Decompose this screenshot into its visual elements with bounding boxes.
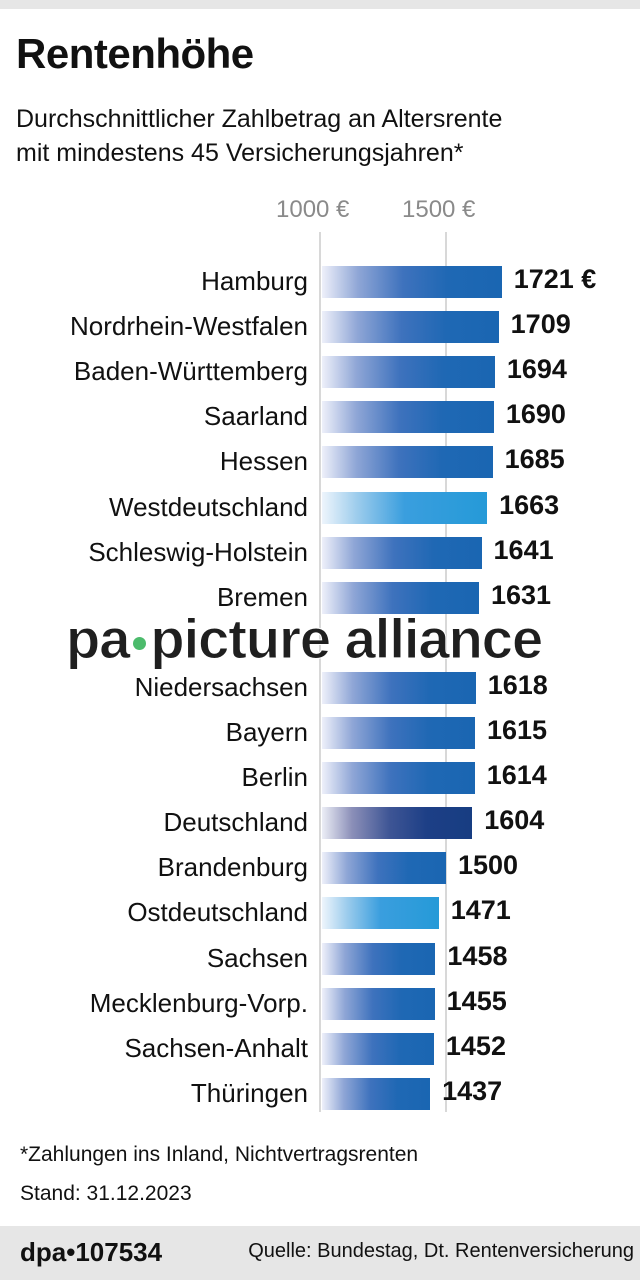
- row-label: Nordrhein-Westfalen: [70, 311, 308, 342]
- bar: [322, 356, 495, 389]
- table-row: Nordrhein-Westfalen 1709: [0, 309, 640, 349]
- row-label: Westdeutschland: [109, 491, 308, 522]
- bar: [322, 536, 482, 569]
- data-date: Stand: 31.12.2023: [20, 1182, 192, 1205]
- axis-tick-1500: 1500 €: [402, 196, 476, 223]
- bar: [322, 311, 499, 344]
- bar: [322, 807, 473, 840]
- table-row: Niedersachsen 1618: [0, 670, 640, 710]
- bar: [322, 401, 494, 434]
- watermark-dot-icon: [133, 636, 147, 650]
- chart-subtitle: Durchschnittlicher Zahlbetrag an Altersr…: [16, 102, 640, 170]
- row-value: 1641: [493, 534, 554, 565]
- row-label: Schleswig-Holstein: [88, 536, 308, 567]
- row-label: Sachsen-Anhalt: [124, 1032, 308, 1063]
- row-value: 1455: [446, 985, 507, 1016]
- table-row: Hessen 1685: [0, 444, 640, 484]
- row-value: 1458: [447, 940, 508, 971]
- row-value: 1721 €: [513, 264, 597, 294]
- row-label: Thüringen: [190, 1077, 308, 1108]
- row-label: Bayern: [225, 717, 308, 747]
- row-label: Bremen: [216, 581, 308, 612]
- bar: [322, 671, 476, 704]
- row-value: 1694: [506, 354, 567, 385]
- table-row: Deutschland 1604: [0, 805, 640, 845]
- row-value: 1437: [442, 1075, 503, 1106]
- row-label: Ostdeutschland: [127, 897, 308, 928]
- row-value: 1615: [486, 715, 548, 745]
- top-bar: [0, 0, 640, 9]
- row-value: 1663: [499, 489, 560, 520]
- row-value: 1685: [504, 444, 565, 475]
- table-row: Sachsen 1458: [0, 941, 640, 981]
- table-row: Mecklenburg-Vorp. 1455: [0, 986, 640, 1026]
- axis-tick-1000: 1000 €: [276, 196, 350, 223]
- bar: [322, 1077, 431, 1110]
- table-row: Sachsen-Anhalt 1452: [0, 1031, 640, 1071]
- subtitle-line-1: Durchschnittlicher Zahlbetrag an Altersr…: [16, 105, 503, 133]
- bar: [322, 942, 436, 975]
- axis-line-1000: [319, 232, 321, 1112]
- bar: [322, 897, 439, 930]
- row-label: Saarland: [203, 401, 308, 432]
- source: Quelle: Bundestag, Dt. Rentenversicherun…: [248, 1240, 634, 1262]
- row-value: 1690: [505, 399, 566, 430]
- table-row: Saarland 1690: [0, 399, 640, 439]
- dpa-id: dpa•107534: [20, 1237, 163, 1267]
- bar: [322, 446, 493, 479]
- row-label: Sachsen: [206, 942, 308, 973]
- row-label: Deutschland: [163, 807, 308, 838]
- row-value: 1471: [450, 895, 511, 926]
- table-row: Berlin 1614: [0, 760, 640, 800]
- table-row: Hamburg 1721 €: [0, 264, 640, 304]
- bar: [322, 1032, 434, 1065]
- table-row: Thüringen 1437: [0, 1076, 640, 1116]
- row-value: 1709: [510, 309, 571, 340]
- bar: [322, 266, 502, 298]
- table-row: Bremen 1631: [0, 580, 640, 620]
- bar: [322, 581, 479, 614]
- bar: [322, 717, 475, 749]
- table-row: Baden-Württemberg 1694: [0, 354, 640, 394]
- row-value: 1618: [487, 669, 548, 700]
- chart-title: Rentenhöhe: [16, 30, 254, 77]
- footnote: *Zahlungen ins Inland, Nichtvertragsrent…: [20, 1143, 419, 1166]
- row-label: Hessen: [219, 446, 308, 477]
- table-row: Schleswig-Holstein 1641: [0, 535, 640, 575]
- row-label: Brandenburg: [157, 852, 308, 883]
- row-value: 1614: [486, 760, 547, 791]
- row-label: Berlin: [241, 762, 308, 793]
- subtitle-line-2: mit mindestens 45 Versicherungsjahren*: [16, 139, 464, 167]
- bar: [322, 987, 435, 1020]
- footer: dpa•107534 Quelle: Bundestag, Dt. Renten…: [0, 1226, 640, 1280]
- row-label: Baden-Württemberg: [73, 356, 308, 387]
- bar: [322, 491, 488, 524]
- row-value: 1604: [484, 805, 545, 836]
- row-label: Mecklenburg-Vorp.: [89, 987, 308, 1018]
- bar: [322, 762, 475, 795]
- row-value: 1500: [458, 850, 519, 881]
- table-row: Bayern 1615: [0, 715, 640, 755]
- bar: [322, 852, 446, 885]
- row-value: 1452: [445, 1030, 506, 1061]
- table-row: Brandenburg 1500: [0, 850, 640, 890]
- row-value: 1631: [491, 579, 552, 610]
- row-label: Niedersachsen: [134, 671, 308, 702]
- table-row: Ostdeutschland 1471: [0, 895, 640, 935]
- watermark: pa picture alliance: [65, 607, 543, 671]
- row-label: Hamburg: [201, 266, 308, 296]
- table-row: Westdeutschland 1663: [0, 490, 640, 530]
